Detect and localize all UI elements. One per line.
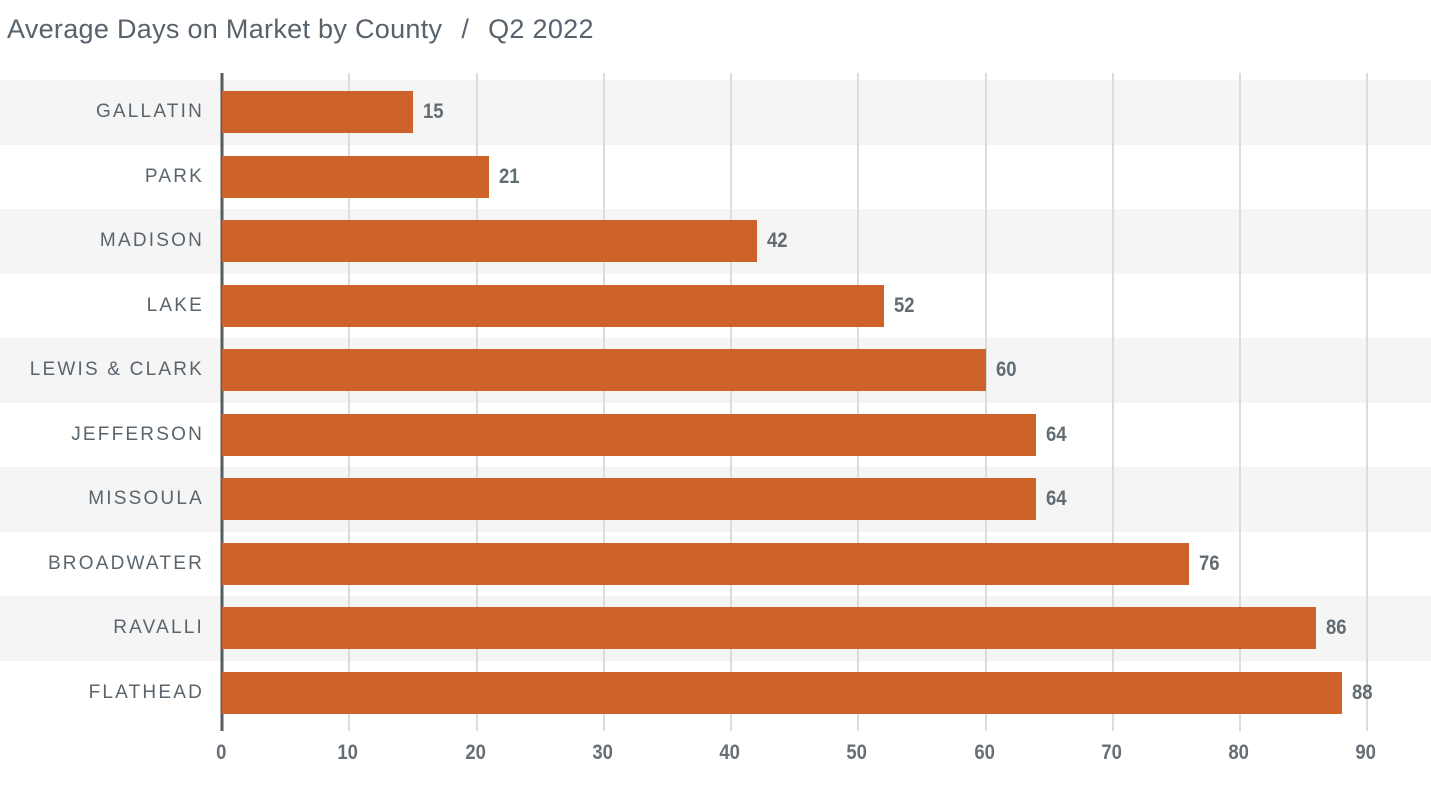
x-tick-label: 0: [216, 741, 227, 764]
bar-track: 15: [222, 80, 1431, 145]
value-label: 60: [995, 358, 1017, 382]
bar: [222, 607, 1317, 650]
category-label: FLATHEAD: [88, 681, 204, 703]
bar: [222, 284, 884, 327]
chart-row: LEWIS & CLARK 60: [0, 338, 1431, 403]
category-label: JEFFERSON: [71, 423, 204, 445]
bar: [222, 220, 757, 263]
value-label: 88: [1351, 680, 1373, 704]
chart-row: RAVALLI 86: [0, 596, 1431, 661]
bar-track: 76: [222, 532, 1431, 597]
x-tick-label: 30: [592, 741, 613, 764]
chart-rows: GALLATIN 15 PARK 21 MADISON 42 LAKE 52 LEWIS & C…: [0, 80, 1431, 725]
category-label: RAVALLI: [113, 617, 204, 639]
x-tick-label: 90: [1355, 741, 1377, 764]
chart-row: FLATHEAD 88: [0, 661, 1431, 726]
bar: [222, 349, 986, 392]
bar: [222, 91, 413, 134]
category-label: BROADWATER: [47, 552, 204, 574]
value-label: 76: [1199, 551, 1220, 575]
x-tick-label: 50: [846, 741, 868, 764]
x-tick-label: 20: [464, 741, 486, 764]
x-tick-label: 70: [1101, 741, 1122, 764]
bar: [222, 478, 1037, 521]
value-label: 42: [766, 229, 788, 253]
x-tick-label: 80: [1228, 741, 1249, 764]
title-separator: /: [461, 14, 470, 44]
chart-subtitle: Q2 2022: [488, 14, 594, 44]
bar-track: 60: [222, 338, 1431, 403]
bar-track: 64: [222, 403, 1431, 468]
chart-row: LAKE 52: [0, 274, 1431, 339]
chart-row: JEFFERSON 64: [0, 403, 1431, 468]
category-label: LEWIS & CLARK: [29, 359, 204, 381]
chart-row: MISSOULA 64: [0, 467, 1431, 532]
bar-track: 52: [222, 274, 1431, 339]
bar-track: 42: [222, 209, 1431, 274]
x-tick-label: 60: [973, 741, 995, 764]
chart-title: Average Days on Market by County: [7, 14, 443, 44]
value-label: 15: [422, 100, 444, 124]
category-label: MADISON: [99, 230, 204, 252]
bar-track: 64: [222, 467, 1431, 532]
chart-row: MADISON 42: [0, 209, 1431, 274]
chart-row: PARK 21: [0, 145, 1431, 210]
value-label: 86: [1326, 616, 1348, 640]
bar-track: 21: [222, 145, 1431, 210]
category-label: LAKE: [146, 294, 204, 316]
category-label: PARK: [144, 165, 204, 187]
axis-labels: 0 10 20 30 40 50 60 70 80 90: [216, 741, 1431, 769]
bar: [222, 671, 1342, 714]
chart-title-block: Average Days on Market by County / Q2 2022: [7, 14, 594, 45]
category-label: MISSOULA: [88, 488, 204, 510]
bar: [222, 542, 1190, 585]
category-label: GALLATIN: [95, 101, 204, 123]
value-label: 21: [499, 164, 520, 188]
value-label: 52: [893, 293, 915, 317]
chart-row: GALLATIN 15: [0, 80, 1431, 145]
x-tick-label: 40: [719, 741, 740, 764]
bar-track: 86: [222, 596, 1431, 661]
value-label: 64: [1046, 487, 1068, 511]
x-tick-label: 10: [337, 741, 359, 764]
bar: [222, 155, 490, 198]
bar: [222, 413, 1037, 456]
value-label: 64: [1046, 422, 1068, 446]
bar-track: 88: [222, 661, 1431, 726]
chart-row: BROADWATER 76: [0, 532, 1431, 597]
